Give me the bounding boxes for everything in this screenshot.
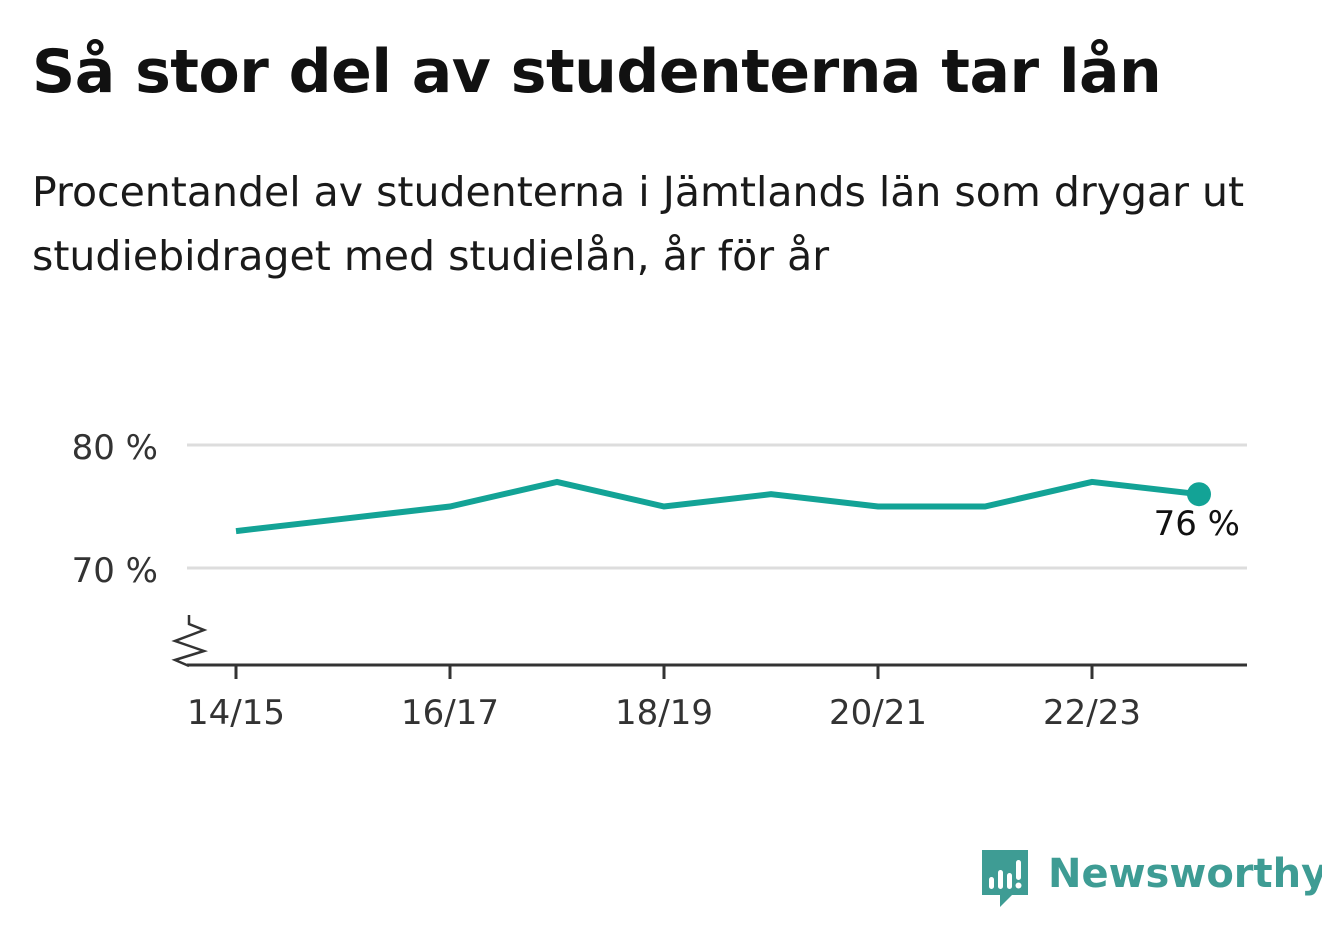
bar-chart-speech-bubble-icon [982, 850, 1028, 907]
brand-logo: Newsworthy [980, 848, 1322, 910]
x-tick-label: 20/21 [829, 693, 927, 733]
x-axis [171, 615, 1247, 679]
series-line [235, 478, 1200, 535]
y-tick-labels: 70 % 80 % [72, 428, 158, 591]
end-point-marker [1187, 482, 1211, 507]
y-tick-label: 80 % [72, 428, 158, 468]
x-tick-label: 18/19 [615, 693, 713, 733]
x-tick-label: 14/15 [187, 693, 285, 733]
x-tick-label: 22/23 [1043, 693, 1141, 733]
chart-title: Så stor del av studenterna tar lån [32, 37, 1162, 107]
y-tick-label: 70 % [72, 551, 158, 591]
chart-subtitle: Procentandel av studenterna i Jämtlands … [32, 168, 1245, 280]
brand-name: Newsworthy [1048, 851, 1322, 897]
x-tick-labels: 14/15 16/17 18/19 20/21 22/23 [187, 693, 1141, 733]
annotations: 76 % [1154, 504, 1240, 544]
grid-lines [187, 443, 1247, 570]
end-value-label: 76 % [1154, 504, 1240, 544]
series [235, 478, 1211, 535]
x-tick-label: 16/17 [401, 693, 499, 733]
axis-break-symbol [171, 615, 209, 668]
